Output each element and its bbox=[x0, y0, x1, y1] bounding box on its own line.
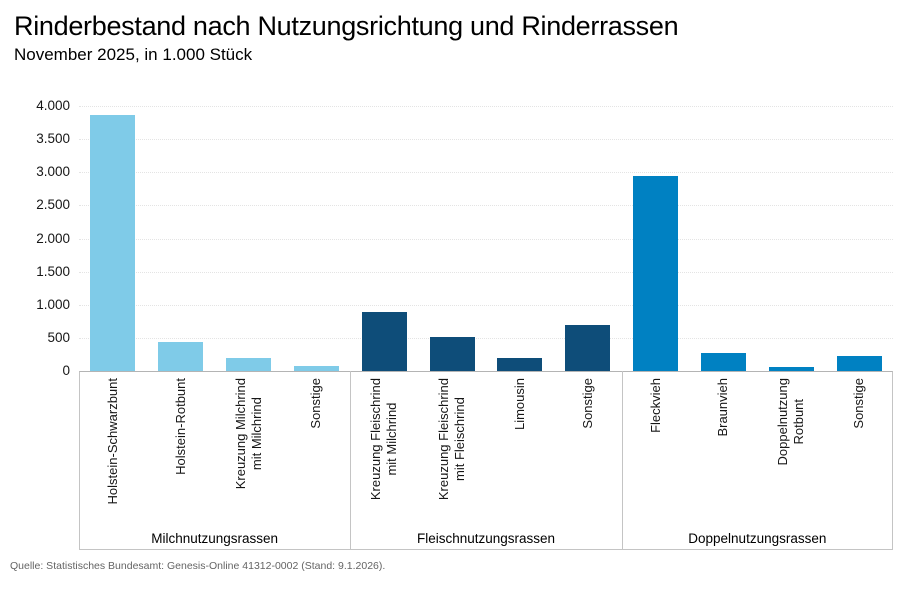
x-tick-label-text: Doppelnutzung Rotbunt bbox=[775, 378, 807, 466]
group-label: Doppelnutzungsrassen bbox=[688, 531, 827, 546]
gridline bbox=[79, 271, 893, 273]
x-tick-label-text: Kreuzung Fleischrind mit Milchrind bbox=[368, 378, 400, 501]
x-tick-label-text: Fleckvieh bbox=[647, 378, 663, 433]
bar-holstein-rotbunt bbox=[158, 341, 204, 371]
bar-sonstige bbox=[836, 355, 882, 371]
chart-subtitle: November 2025, in 1.000 Stück bbox=[14, 45, 253, 64]
y-tick-label: 500 bbox=[47, 329, 70, 345]
bar-kreuzung-milchrind-mit-milchrind bbox=[226, 357, 272, 371]
x-tick-label-text: Holstein-Schwarzbunt bbox=[104, 378, 120, 505]
bar-doppelnutzung-rotbunt bbox=[768, 367, 814, 371]
bar-kreuzung-fleischrind-mit-fleischrind bbox=[429, 336, 475, 371]
x-tick-label: Kreuzung Fleischrind mit Fleischrind bbox=[436, 378, 468, 526]
bar-sonstige bbox=[293, 365, 339, 371]
x-tick-label: Kreuzung Milchrind mit Milchrind bbox=[233, 378, 265, 526]
header: Rinderbestand nach Nutzungsrichtung und … bbox=[14, 10, 884, 65]
x-tick-label: Holstein-Rotbunt bbox=[173, 378, 189, 526]
x-tick-label: Sonstige bbox=[851, 378, 867, 526]
source-note: Quelle: Statistisches Bundesamt: Genesis… bbox=[10, 560, 386, 572]
gridline bbox=[79, 238, 893, 240]
gridline bbox=[79, 106, 893, 107]
x-tick-label-text: Sonstige bbox=[308, 378, 324, 429]
x-axis-label-area bbox=[79, 371, 893, 550]
gridline bbox=[79, 205, 893, 207]
y-tick-label: 3.000 bbox=[36, 164, 70, 180]
x-tick-label-text: Kreuzung Fleischrind mit Fleischrind bbox=[436, 378, 468, 501]
y-tick-label: 2.500 bbox=[36, 197, 70, 213]
x-tick-label: Doppelnutzung Rotbunt bbox=[775, 378, 807, 526]
x-tick-label-text: Kreuzung Milchrind mit Milchrind bbox=[232, 378, 264, 490]
x-tick-label: Limousin bbox=[512, 378, 528, 526]
x-tick-label: Holstein-Schwarzbunt bbox=[105, 378, 121, 526]
x-tick-label: Fleckvieh bbox=[648, 378, 664, 526]
x-tick-label-text: Limousin bbox=[511, 378, 527, 431]
bar-braunvieh bbox=[700, 353, 746, 371]
bar-fleckvieh bbox=[633, 175, 679, 371]
x-tick-label-text: Holstein-Rotbunt bbox=[172, 378, 188, 475]
chart-title: Rinderbestand nach Nutzungsrichtung und … bbox=[14, 11, 679, 41]
group-divider bbox=[621, 371, 623, 550]
group-label: Fleischnutzungsrassen bbox=[416, 531, 556, 546]
x-tick-label-text: Sonstige bbox=[579, 378, 595, 429]
x-tick-label: Braunvieh bbox=[715, 378, 731, 526]
x-tick-label: Sonstige bbox=[308, 378, 324, 526]
x-tick-label-text: Sonstige bbox=[851, 378, 867, 429]
gridline bbox=[79, 337, 893, 339]
y-tick-label: 0 bbox=[62, 363, 70, 378]
y-tick-label: 1.000 bbox=[36, 296, 70, 312]
y-tick-label: 1.500 bbox=[36, 263, 70, 279]
y-tick-label: 4.000 bbox=[36, 98, 70, 113]
group-label: Milchnutzungsrassen bbox=[151, 531, 279, 546]
x-tick-label-text: Braunvieh bbox=[715, 378, 731, 437]
gridline bbox=[79, 304, 893, 306]
x-tick-label: Kreuzung Fleischrind mit Milchrind bbox=[368, 378, 400, 526]
bar-holstein-schwarzbunt bbox=[90, 115, 136, 371]
gridline bbox=[79, 172, 893, 174]
bar-limousin bbox=[497, 358, 543, 371]
y-tick-label: 2.000 bbox=[36, 230, 70, 246]
gridline bbox=[79, 139, 893, 141]
bar-kreuzung-fleischrind-mit-milchrind bbox=[361, 312, 407, 371]
y-tick-label: 3.500 bbox=[36, 131, 70, 147]
bar-sonstige bbox=[565, 325, 611, 371]
x-tick-label: Sonstige bbox=[580, 378, 596, 526]
group-divider bbox=[350, 371, 352, 550]
